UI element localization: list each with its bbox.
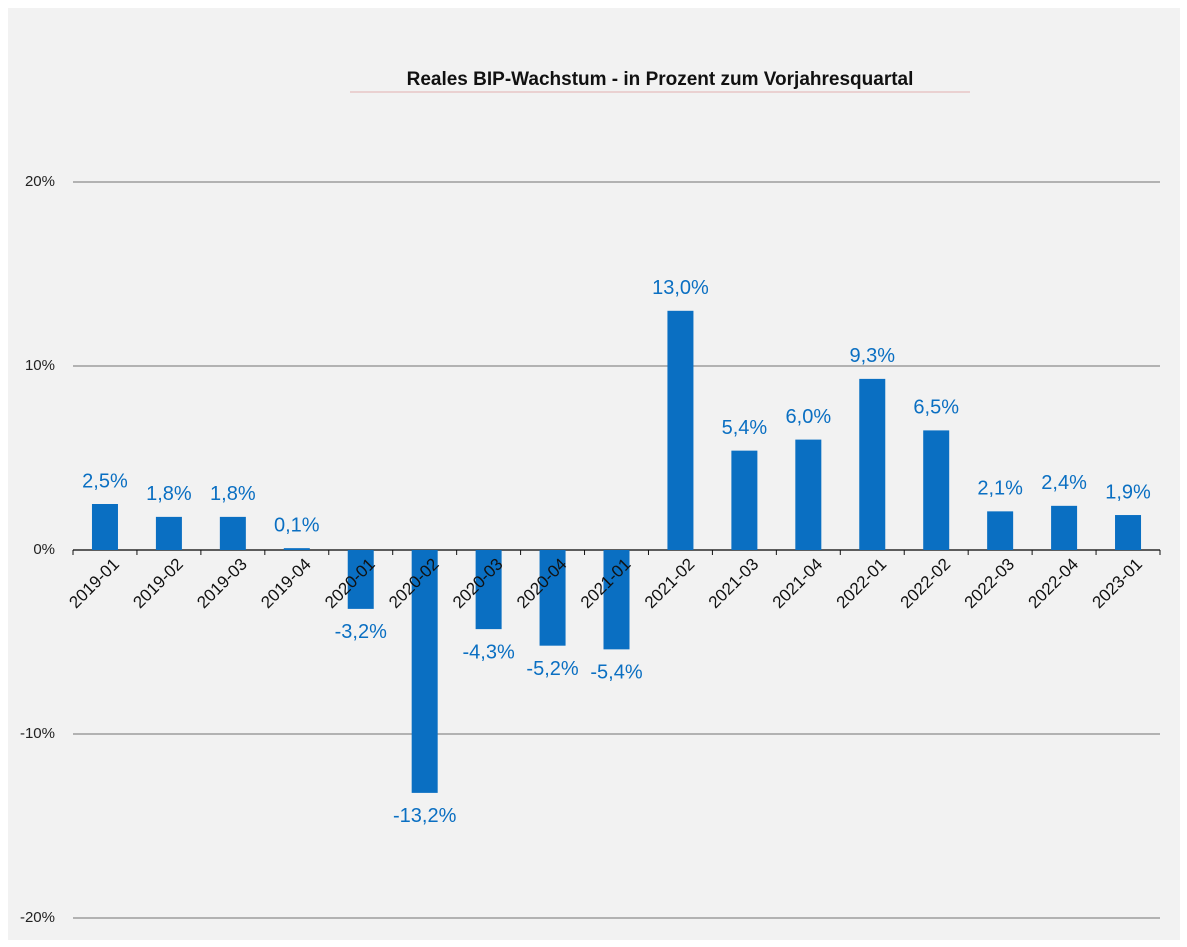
value-label: 2,4% xyxy=(1041,472,1087,494)
bar xyxy=(603,550,630,650)
value-label: -3,2% xyxy=(335,621,387,643)
value-label: -5,2% xyxy=(526,658,578,680)
y-tick-label: -20% xyxy=(20,909,55,926)
y-tick-label: 20% xyxy=(25,173,55,190)
bar xyxy=(923,430,950,550)
y-tick-label: 0% xyxy=(33,541,55,558)
value-label: 6,0% xyxy=(786,406,832,428)
bar xyxy=(987,511,1014,550)
chart-background xyxy=(8,8,1180,940)
value-label: -4,3% xyxy=(462,641,514,663)
value-label: 9,3% xyxy=(849,345,895,367)
value-label: 2,1% xyxy=(977,478,1023,500)
value-label: 5,4% xyxy=(722,417,768,439)
bar xyxy=(283,548,310,550)
chart-title: Reales BIP-Wachstum - in Prozent zum Vor… xyxy=(407,69,914,90)
bar xyxy=(731,450,758,550)
bar xyxy=(859,378,886,550)
bar xyxy=(475,550,502,630)
bar xyxy=(91,504,118,550)
bar xyxy=(155,516,182,550)
bar xyxy=(1051,505,1078,550)
bar xyxy=(1115,515,1142,550)
value-label: 1,8% xyxy=(210,483,256,505)
bar xyxy=(667,310,694,550)
bar xyxy=(219,516,246,550)
bar xyxy=(347,550,374,609)
value-label: 1,9% xyxy=(1105,481,1151,503)
value-label: -13,2% xyxy=(393,805,457,827)
y-tick-label: 10% xyxy=(25,357,55,374)
bar xyxy=(411,550,438,793)
value-label: 6,5% xyxy=(913,397,959,419)
value-label: 13,0% xyxy=(652,277,709,299)
value-label: 2,5% xyxy=(82,470,128,492)
value-label: 0,1% xyxy=(274,514,320,536)
bar xyxy=(795,439,822,550)
y-tick-label: -10% xyxy=(20,725,55,742)
value-label: -5,4% xyxy=(590,662,642,684)
bar xyxy=(539,550,566,646)
value-label: 1,8% xyxy=(146,483,192,505)
